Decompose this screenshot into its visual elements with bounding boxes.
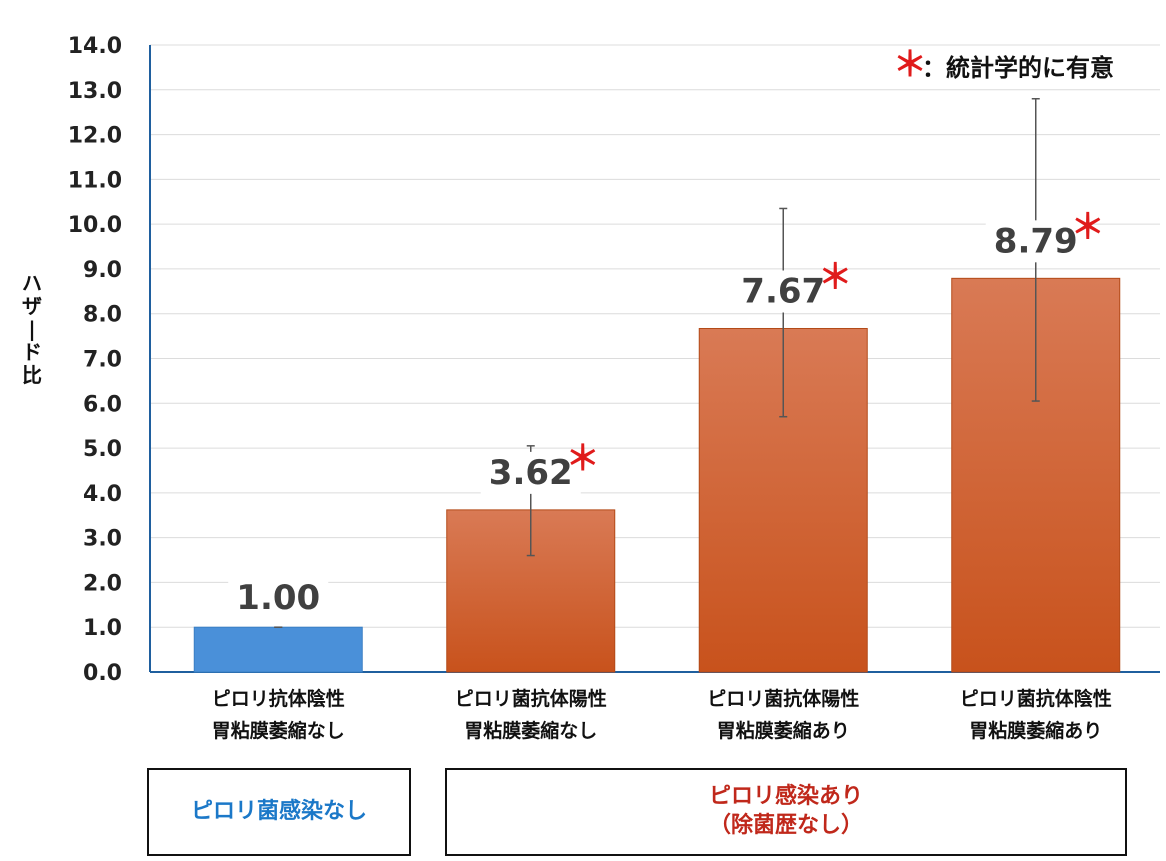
y-tick-label: 10.0 [68,213,122,238]
category-label-line1: ピロリ菌抗体陽性 [455,687,607,710]
y-tick-label: 4.0 [83,482,122,507]
group-box-infection: ピロリ感染あり （除菌歴なし） [445,768,1127,856]
group-label-infection-note: （除菌歴なし） [708,813,863,838]
data-label: 3.62 [489,453,573,493]
category-labels: ピロリ抗体陰性胃粘膜萎縮なしピロリ菌抗体陽性胃粘膜萎縮なしピロリ菌抗体陽性胃粘膜… [212,687,1112,742]
gridlines [150,44,1160,628]
category-label-line2: 胃粘膜萎縮なし [464,719,597,742]
legend-text: ：統計学的に有意 [922,54,1114,82]
y-tick-label: 6.0 [83,392,122,417]
y-tick-label: 14.0 [68,34,122,59]
error-bars [274,97,1040,628]
y-tick-label: 3.0 [83,527,122,552]
data-label: 7.67 [741,271,825,311]
y-tick-label: 11.0 [68,168,122,193]
significance-star: ＊ [566,439,600,479]
data-label-bg [480,451,581,494]
data-label-bg [733,270,834,313]
y-tick-label: 12.0 [68,124,122,149]
y-tick-labels: 0.0 1.0 2.0 3.0 4.0 5.0 6.0 7.0 8.0 9.0 10.0 11.0 12… [68,34,122,686]
data-label-bg [985,220,1086,263]
category-label-line2: 胃粘膜萎縮あり [717,719,850,742]
y-tick-label: 1.0 [83,616,122,641]
data-label: 8.79 [994,221,1078,261]
group-label-infection: ピロリ感染あり [708,784,863,810]
y-tick-label: 7.0 [83,348,122,373]
significance-star: ＊ [1071,207,1105,247]
y-tick-label: 2.0 [83,571,122,596]
y-axis-label-char: ハ [22,271,42,295]
category-label-line1: ピロリ菌抗体陰性 [960,687,1112,710]
y-axis-label-char: 比 [22,363,42,387]
y-tick-label: 9.0 [83,258,122,283]
y-axis-label-char: | [28,317,35,341]
y-axis-label-char: ザ [22,294,42,318]
category-label-line2: 胃粘膜萎縮あり [969,719,1102,742]
legend: ＊ ：統計学的に有意 [893,45,1114,85]
category-label-line1: ピロリ菌抗体陽性 [707,687,859,710]
group-label-no-infection: ピロリ菌感染なし [190,798,367,824]
y-tick-label: 8.0 [83,303,122,328]
significance-star: ＊ [818,257,852,297]
category-label-line1: ピロリ抗体陰性 [212,687,345,710]
y-tick-label: 5.0 [83,437,122,462]
group-box-no-infection: ピロリ菌感染なし [147,768,411,856]
y-axis-label-char: ド [22,340,42,364]
y-tick-label: 0.0 [83,661,122,686]
y-tick-label: 13.0 [68,79,122,104]
legend-star: ＊ [893,45,927,85]
bars [193,277,1121,673]
hazard-ratio-chart: 0.0 1.0 2.0 3.0 4.0 5.0 6.0 7.0 8.0 9.0 10.0 11.0 12… [22,34,1160,742]
data-label-bg [228,577,329,620]
category-label-line2: 胃粘膜萎縮なし [212,719,345,742]
bar [193,626,363,673]
data-labels: 1.003.62＊7.67＊8.79＊ [228,207,1105,620]
data-label: 1.00 [236,578,320,618]
